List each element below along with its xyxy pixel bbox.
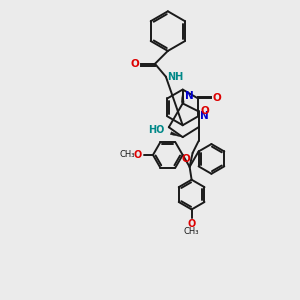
Text: O: O xyxy=(130,59,139,69)
Text: O: O xyxy=(134,150,142,160)
Polygon shape xyxy=(181,91,184,102)
Text: NH: NH xyxy=(167,72,183,82)
Text: O: O xyxy=(182,154,190,164)
Text: O: O xyxy=(200,106,209,116)
Text: CH₃: CH₃ xyxy=(184,227,200,236)
Polygon shape xyxy=(170,132,183,137)
Text: N: N xyxy=(200,111,209,121)
Text: O: O xyxy=(212,94,221,103)
Text: HO: HO xyxy=(148,125,165,135)
Text: O: O xyxy=(188,219,196,230)
Text: CH₃: CH₃ xyxy=(120,151,135,160)
Text: N: N xyxy=(185,91,194,100)
